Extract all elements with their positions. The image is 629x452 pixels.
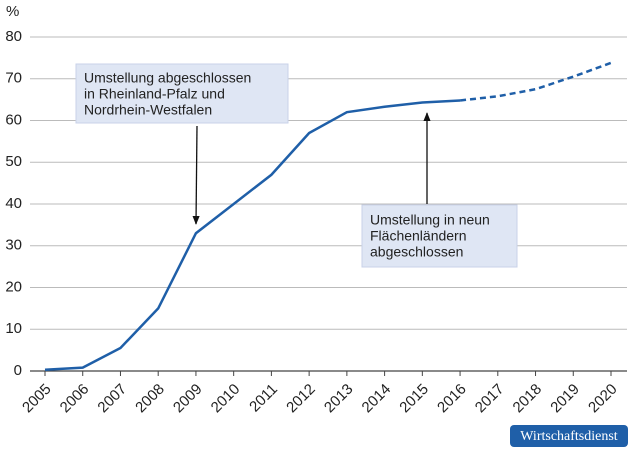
x-tick-label: 2009 <box>170 381 206 417</box>
y-tick-label: 20 <box>5 278 22 295</box>
annotation-text: in Rheinland-Pfalz und <box>84 86 225 102</box>
x-tick-label: 2016 <box>434 381 470 417</box>
x-tick-label: 2013 <box>321 381 357 417</box>
annotation-box <box>75 63 289 124</box>
y-tick-label: 50 <box>5 153 22 170</box>
x-tick-label: 2010 <box>208 381 244 417</box>
x-tick-label: 2005 <box>19 381 55 417</box>
source-badge-bg <box>510 425 628 447</box>
x-tick-label: 2007 <box>94 381 130 417</box>
annotation-text: Flächenländern <box>370 228 467 244</box>
y-tick-label: 30 <box>5 237 22 254</box>
x-tick-label: 2020 <box>585 381 621 417</box>
x-tick-label: 2014 <box>359 381 395 417</box>
x-tick-label: 2015 <box>396 381 432 417</box>
data-line <box>44 99 461 371</box>
annotation-arrow <box>192 125 200 225</box>
y-tick-label: 70 <box>5 70 22 87</box>
x-tick-label: 2019 <box>547 381 583 417</box>
annotation-text: Nordrhein-Westfalen <box>84 102 212 118</box>
annotation-box <box>361 204 518 268</box>
x-tick-label: 2017 <box>472 381 508 417</box>
y-tick-label: 60 <box>5 111 22 128</box>
data-line <box>459 61 612 102</box>
y-tick-label: 0 <box>14 362 22 379</box>
y-axis-label: % <box>6 3 19 20</box>
x-tick-label: 2018 <box>510 381 546 417</box>
y-tick-label: 10 <box>5 320 22 337</box>
annotation-text: Umstellung in neun <box>370 212 490 228</box>
x-tick-label: 2012 <box>283 381 319 417</box>
annotation-text: Umstellung abgeschlossen <box>84 70 251 86</box>
y-tick-label: 40 <box>5 195 22 212</box>
x-tick-label: 2011 <box>246 381 281 416</box>
annotation-text: abgeschlossen <box>370 244 463 260</box>
y-tick-label: 80 <box>5 28 22 45</box>
source-badge: Wirtschaftsdienst <box>520 429 618 444</box>
x-tick-label: 2008 <box>132 381 168 417</box>
x-tick-label: 2006 <box>57 381 93 417</box>
